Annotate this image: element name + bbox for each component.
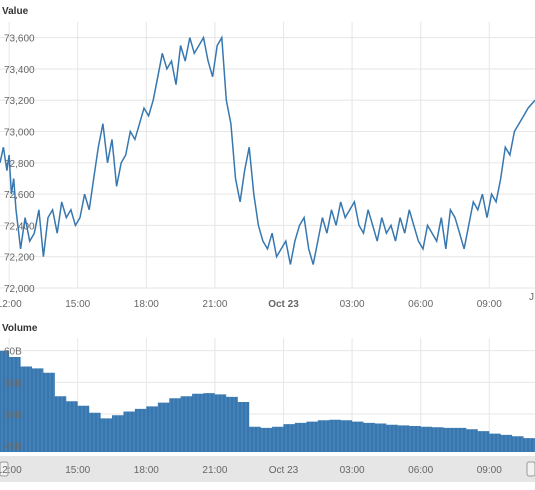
value-y-tick-label: 72,000	[4, 284, 35, 295]
value-x-tick-label: 18:00	[134, 299, 159, 310]
value-y-tick-label: 73,400	[4, 65, 35, 76]
value-panel-title: Value	[2, 6, 29, 17]
navigator-left-handle[interactable]	[0, 461, 9, 477]
navigator-x-tick-label: 03:00	[340, 465, 365, 476]
navigator-right-handle[interactable]	[526, 461, 535, 477]
value-x-tick-label: 03:00	[340, 299, 365, 310]
navigator-x-tick-label: 15:00	[65, 465, 90, 476]
volume-y-tick-label: 60B	[4, 347, 22, 358]
value-x-tick-label: Oct 23	[268, 299, 299, 310]
volume-bar-separators	[1, 338, 535, 452]
navigator-x-tick-label: 18:00	[134, 465, 159, 476]
navigator-x-tick-label: 09:00	[477, 465, 502, 476]
volume-y-tick-label: 45B	[4, 442, 22, 453]
navigator-scrollbar[interactable]	[0, 456, 535, 482]
value-panel: Value 72,000 72,200 72,400 72,600 72,800 73,0…	[0, 6, 535, 310]
navigator-x-tick-label: Oct 23	[269, 465, 299, 476]
navigator-x-tick-label: 21:00	[202, 465, 227, 476]
value-y-tick-label: 73,600	[4, 34, 35, 45]
volume-panel-title: Volume	[2, 323, 38, 334]
value-series-line	[0, 35, 535, 265]
volume-y-tick-label: 50B	[4, 410, 22, 421]
value-y-tick-label: 73,000	[4, 128, 35, 139]
value-y-tick-label: 72,800	[4, 159, 35, 170]
volume-series-area	[0, 350, 535, 452]
value-y-tick-label: 72,400	[4, 221, 35, 232]
value-x-tick-label: 12:00	[0, 299, 22, 310]
value-y-tick-label: 72,600	[4, 190, 35, 201]
navigator-x-tick-label: 12:00	[0, 465, 22, 476]
navigator-x-tick-label: 06:00	[408, 465, 433, 476]
volume-y-tick-label: 55B	[4, 378, 22, 389]
value-y-tick-label: 73,200	[4, 96, 35, 107]
value-x-tick-label: 21:00	[202, 299, 227, 310]
volume-panel: Volume 45B 50B 55B 60B 12:00 15:00 18:00 21:00…	[0, 323, 535, 482]
value-y-tick-label: 72,200	[4, 253, 35, 264]
value-x-tick-label: 06:00	[408, 299, 433, 310]
value-x-tick-label: 15:00	[65, 299, 90, 310]
value-x-tick-label: 09:00	[477, 299, 502, 310]
edge-tick-label: J	[529, 292, 534, 303]
